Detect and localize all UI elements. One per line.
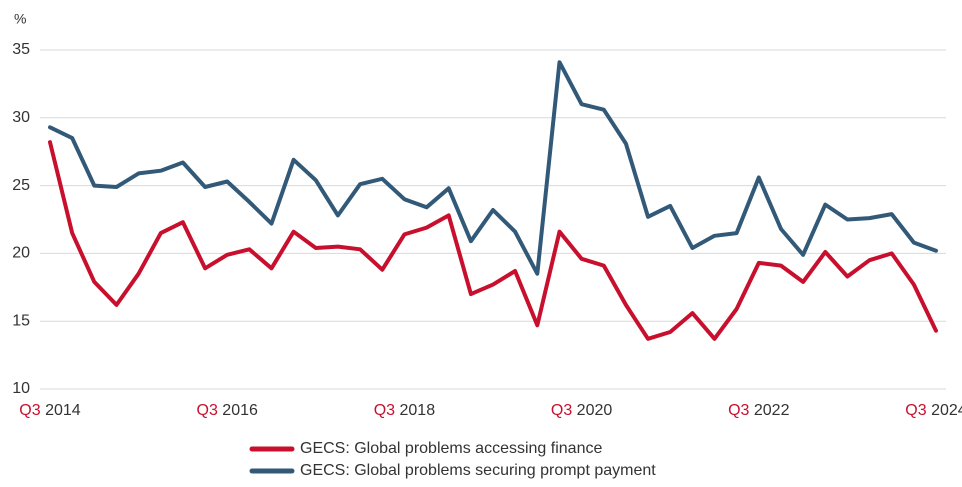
y-axis-label: % bbox=[14, 11, 26, 27]
x-tick-label: Q3 2014 bbox=[19, 402, 80, 419]
x-tick-label: Q3 2016 bbox=[197, 402, 258, 419]
y-tick-label: 20 bbox=[12, 245, 30, 262]
series-line bbox=[48, 60, 938, 276]
y-tick-label: 25 bbox=[12, 177, 30, 194]
legend-label: GECS: Global problems securing prompt pa… bbox=[300, 462, 656, 479]
y-tick-label: 35 bbox=[12, 41, 30, 58]
x-tick-label: Q3 2020 bbox=[551, 402, 612, 419]
x-tick-label: Q3 2018 bbox=[374, 402, 435, 419]
series-line bbox=[48, 140, 938, 341]
y-tick-label: 30 bbox=[12, 109, 30, 126]
x-tick-label: Q3 2024 bbox=[905, 402, 962, 419]
x-tick-label: Q3 2022 bbox=[728, 402, 789, 419]
y-tick-label: 15 bbox=[12, 312, 30, 329]
y-tick-label: 10 bbox=[12, 380, 30, 397]
legend-label: GECS: Global problems accessing finance bbox=[300, 440, 602, 457]
